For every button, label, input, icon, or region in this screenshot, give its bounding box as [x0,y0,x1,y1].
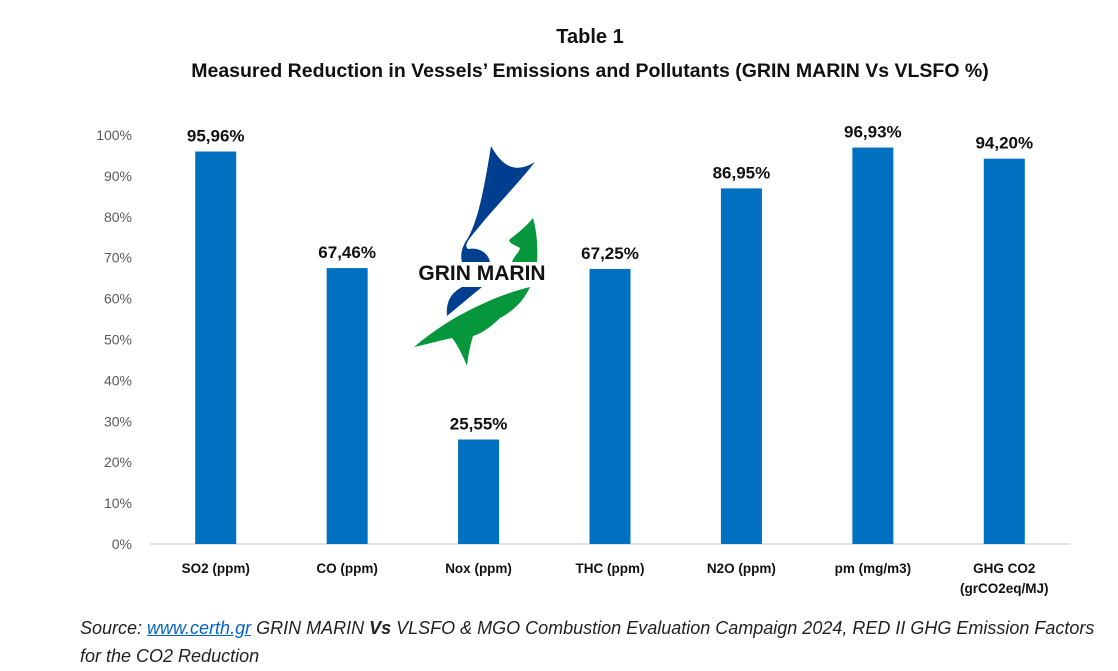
bar [720,188,762,544]
y-tick-label: 40% [104,372,132,388]
x-tick-label: GHG CO2 [973,561,1035,576]
data-label: 95,96% [187,127,245,146]
x-tick-label: SO2 (ppm) [182,561,250,576]
x-tick-label: N2O (ppm) [707,561,776,576]
x-tick-label: Nox (ppm) [445,561,512,576]
logo-blue-swoosh [446,146,535,316]
logo-green-wing [414,287,530,366]
logo-text: GRIN MARIN [418,262,545,285]
y-tick-label: 90% [104,168,132,184]
bars [195,147,1025,545]
y-tick-label: 20% [104,454,132,470]
data-labels: 95,96% 67,46% 25,55% 67,25% 86,95% 96,93% 94,2… [187,123,1033,434]
y-tick-label: 50% [104,332,132,348]
x-tick-label: pm (mg/m3) [835,561,912,576]
chart-title: Table 1 [556,26,624,48]
bar [458,439,500,544]
y-tick-label: 70% [104,250,132,266]
y-tick-label: 30% [104,413,132,429]
bar [852,147,894,544]
y-tick-label: 0% [112,536,132,552]
source-note: Source: www.certh.gr GRIN MARIN Vs VLSFO… [80,614,1110,670]
y-tick-label: 10% [104,495,132,511]
logo-green-swoosh [509,218,538,262]
source-link[interactable]: www.certh.gr [147,618,252,638]
source-text-1: GRIN MARIN [251,618,370,638]
x-axis: SO2 (ppm) CO (ppm) Nox (ppm) THC (ppm) N2O (… [182,561,1049,596]
y-tick-label: 100% [96,127,132,143]
data-label: 25,55% [450,415,508,434]
data-label: 94,20% [975,134,1033,153]
y-tick-label: 80% [104,209,132,225]
y-axis: 0% 10% 20% 30% 40% 50% 60% 70% 80% 90% 100% [96,127,132,552]
data-label: 67,46% [318,243,376,262]
x-tick-label: (grCO2eq/MJ) [960,581,1049,596]
bar [983,158,1025,545]
source-text-2: VLSFO & MGO Combustion Evaluation Campai… [80,618,1095,666]
bar [589,268,631,544]
bar [326,268,368,544]
bar [195,151,237,544]
y-tick-label: 60% [104,291,132,307]
x-tick-label: THC (ppm) [576,561,645,576]
source-bold-vs: Vs [369,618,392,638]
data-label: 86,95% [713,163,771,182]
data-label: 96,93% [844,123,902,142]
source-prefix: Source: [80,618,148,638]
chart-subtitle: Measured Reduction in Vessels’ Emissions… [191,60,989,82]
grin-marin-logo: GRIN MARIN [414,146,546,366]
data-label: 67,25% [581,244,639,263]
x-tick-label: CO (ppm) [316,561,378,576]
